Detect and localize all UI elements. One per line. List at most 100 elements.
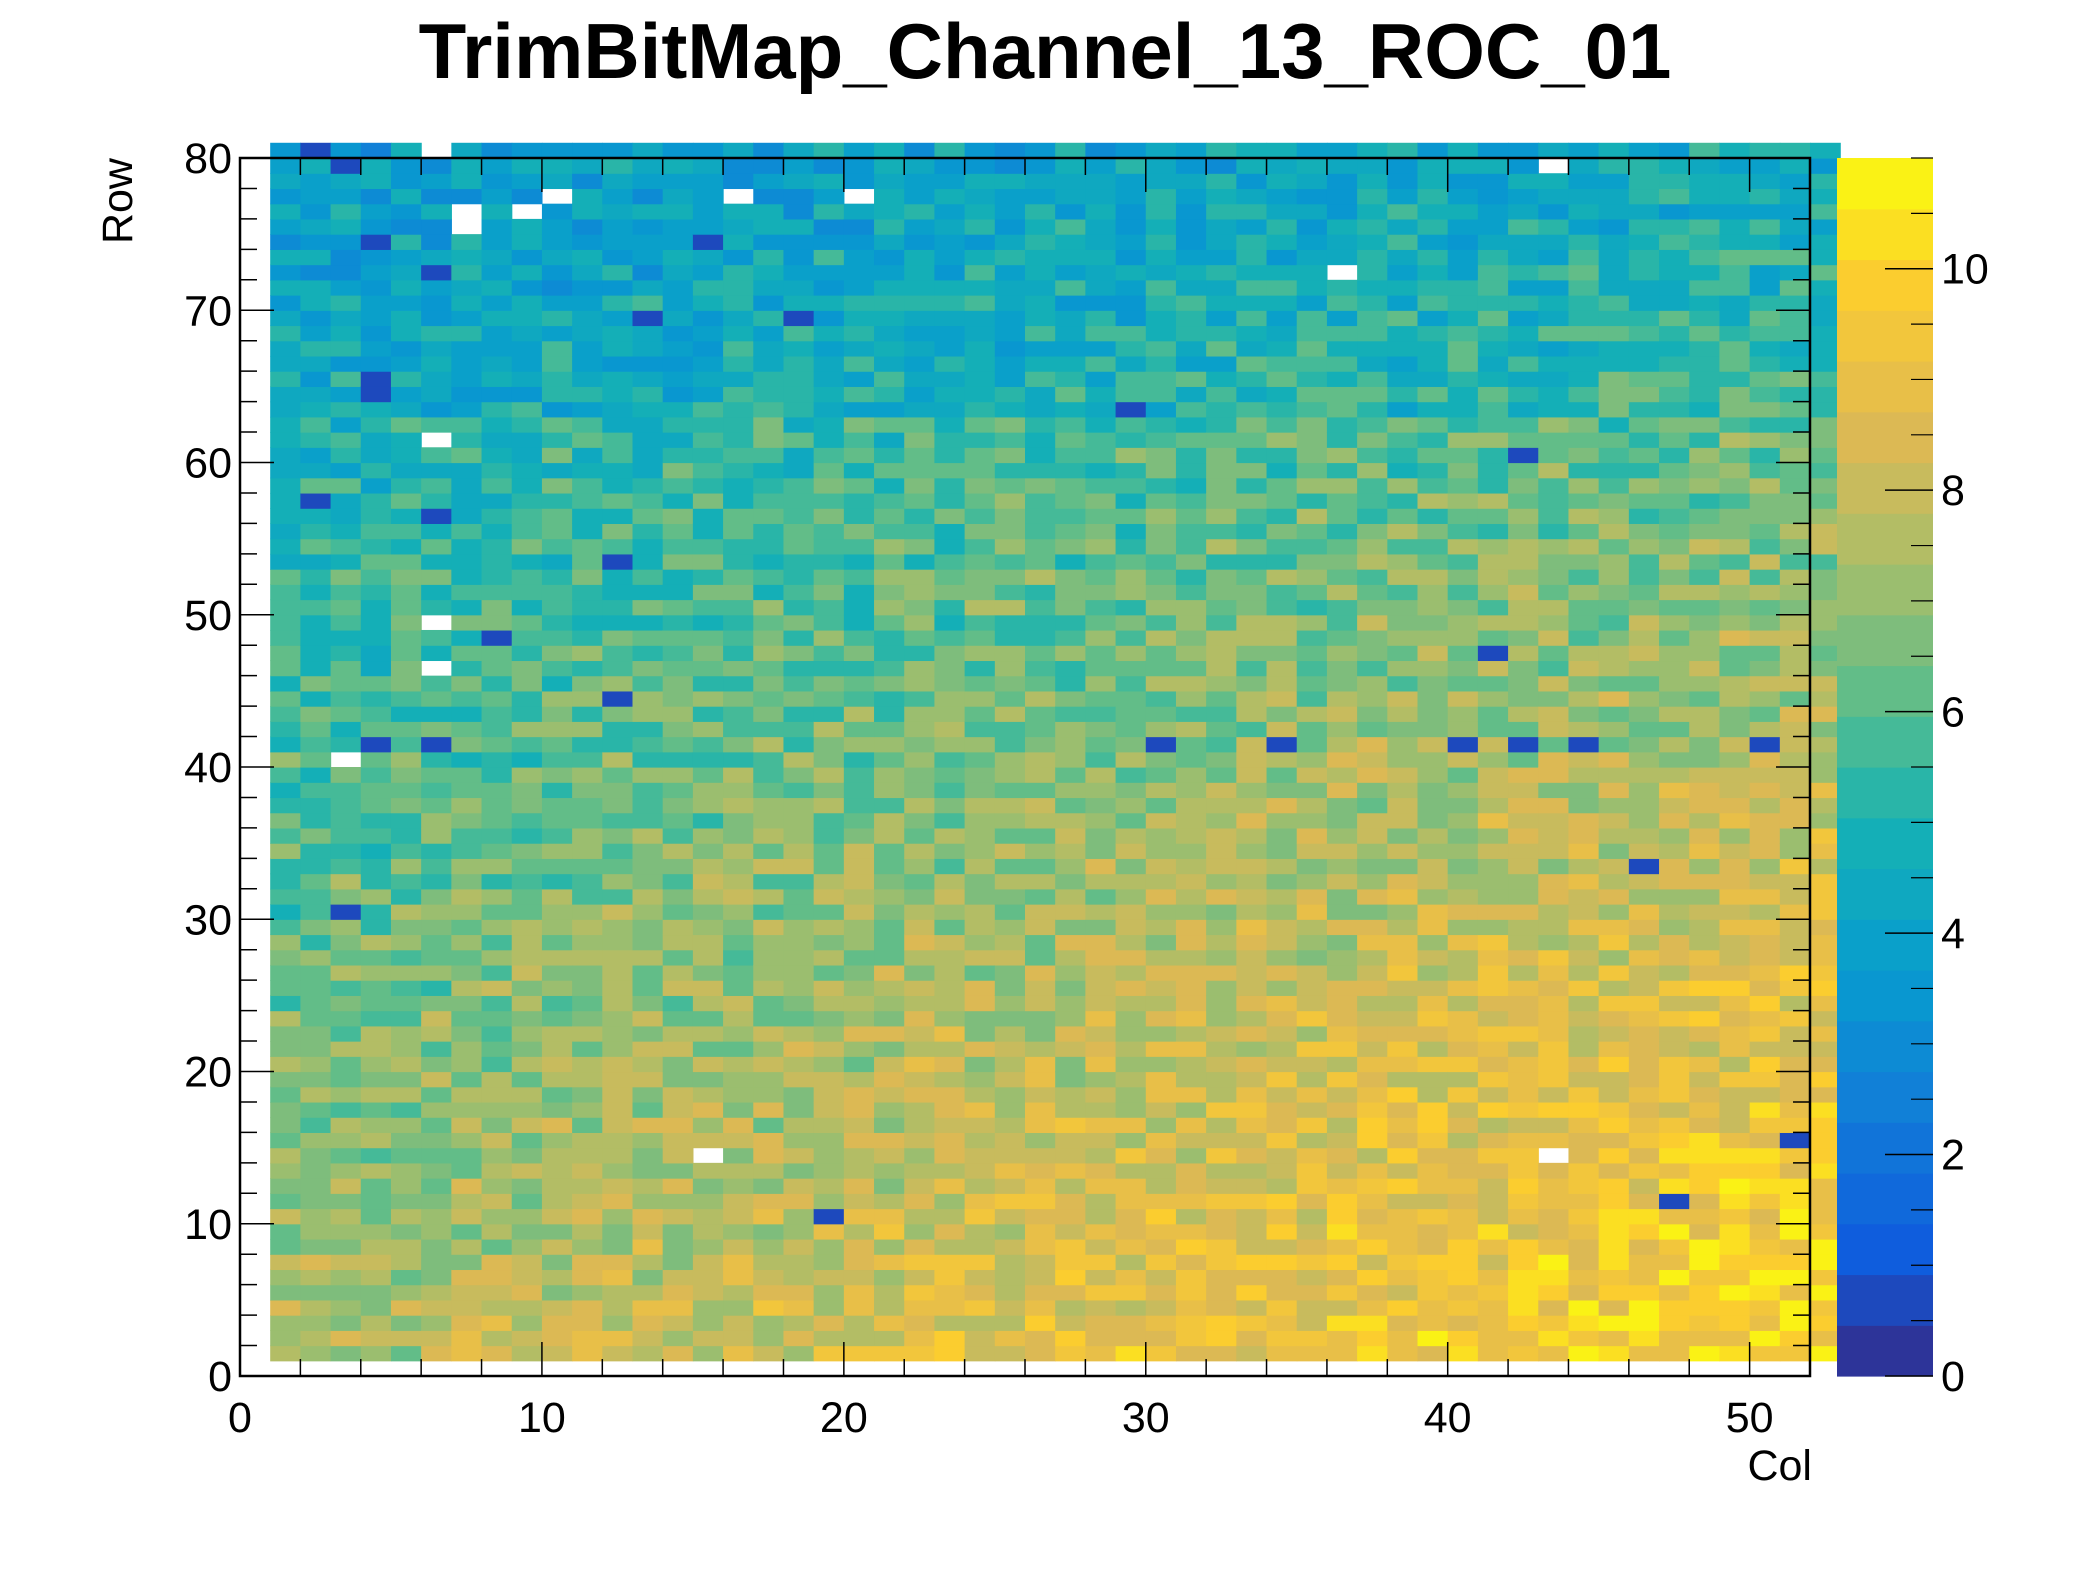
- heatmap-cell: [904, 1132, 936, 1149]
- heatmap-cell: [1749, 1162, 1781, 1179]
- heatmap-cell: [330, 295, 362, 311]
- heatmap-cell: [1387, 234, 1419, 250]
- heatmap-cell: [511, 843, 543, 859]
- heatmap-cell: [541, 751, 573, 768]
- heatmap-cell: [964, 645, 996, 662]
- heatmap-cell: [783, 386, 815, 403]
- heatmap-cell: [1387, 721, 1419, 738]
- heatmap-cell: [1779, 1056, 1811, 1073]
- heatmap-cell: [904, 1025, 936, 1042]
- heatmap-cell: [1417, 1238, 1449, 1255]
- heatmap-cell: [753, 416, 785, 433]
- heatmap-cell: [1387, 173, 1419, 190]
- heatmap-cell: [1387, 1345, 1419, 1362]
- heatmap-cell: [602, 1147, 634, 1164]
- heatmap-cell: [541, 279, 573, 296]
- heatmap-cell: [1508, 751, 1539, 768]
- heatmap-cell: [1085, 584, 1117, 601]
- heatmap-cell: [1417, 447, 1449, 464]
- heatmap-cell: [572, 919, 603, 936]
- heatmap-cell: [843, 234, 875, 250]
- heatmap-cell: [632, 1208, 664, 1225]
- heatmap-cell: [1115, 1071, 1147, 1088]
- heatmap-cell: [1538, 538, 1570, 555]
- heatmap-cell: [1175, 569, 1207, 585]
- heatmap-cell: [1568, 1269, 1600, 1286]
- heatmap-cell: [1175, 508, 1207, 524]
- heatmap-cell: [511, 934, 543, 951]
- heatmap-cell: [1719, 1147, 1751, 1164]
- heatmap-cell: [994, 706, 1026, 722]
- heatmap-cell: [1175, 492, 1207, 509]
- heatmap-cell: [1749, 1330, 1781, 1347]
- heatmap-cell: [1538, 523, 1570, 540]
- heatmap-cell: [330, 1041, 362, 1057]
- heatmap-cell: [451, 1056, 483, 1073]
- heatmap-cell: [1055, 1208, 1086, 1225]
- heatmap-cell: [904, 584, 936, 601]
- heatmap-cell: [481, 1223, 513, 1240]
- heatmap-cell: [1749, 1208, 1781, 1225]
- heatmap-cell: [1508, 1238, 1539, 1255]
- heatmap-cell: [511, 1086, 543, 1103]
- heatmap-cell: [1538, 827, 1570, 844]
- heatmap-cell: [1115, 797, 1147, 814]
- heatmap-cell: [692, 538, 724, 555]
- heatmap-cell: [874, 1223, 905, 1240]
- heatmap-cell: [1447, 645, 1479, 662]
- heatmap-cell: [994, 1330, 1026, 1347]
- heatmap-cell: [1206, 1101, 1237, 1118]
- heatmap-cell: [1598, 173, 1630, 190]
- heatmap-cell: [1538, 249, 1570, 266]
- heatmap-cell: [270, 508, 301, 524]
- heatmap-cell: [1055, 599, 1086, 616]
- heatmap-cell: [632, 980, 664, 996]
- heatmap-cell: [874, 660, 905, 677]
- heatmap-cell: [572, 447, 603, 464]
- heatmap-cell: [390, 142, 422, 159]
- heatmap-cell: [300, 492, 332, 509]
- heatmap-cell: [1387, 614, 1419, 631]
- heatmap-cell: [1810, 736, 1841, 753]
- heatmap-cell: [1477, 1330, 1509, 1347]
- heatmap-cell: [1357, 492, 1388, 509]
- heatmap-cell: [270, 1345, 301, 1362]
- heatmap-cell: [1749, 888, 1781, 905]
- heatmap-cell: [300, 949, 332, 966]
- heatmap-cell: [300, 1086, 332, 1103]
- heatmap-cell: [1568, 142, 1600, 159]
- heatmap-cell: [1266, 782, 1298, 799]
- heatmap-cell: [994, 1178, 1026, 1194]
- heatmap-cell: [723, 1345, 754, 1362]
- heatmap-cell: [662, 142, 694, 159]
- heatmap-cell: [330, 401, 362, 418]
- heatmap-cell: [1085, 553, 1117, 570]
- heatmap-cell: [1719, 386, 1751, 403]
- heatmap-cell: [481, 355, 513, 372]
- heatmap-cell: [300, 340, 332, 357]
- heatmap-cell: [1085, 1132, 1117, 1149]
- heatmap-cell: [723, 249, 754, 266]
- heatmap-cell: [602, 964, 634, 981]
- heatmap-cell: [692, 797, 724, 814]
- heatmap-cell: [1206, 1345, 1237, 1362]
- heatmap-cell: [1085, 447, 1117, 464]
- heatmap-cell: [270, 1178, 301, 1194]
- heatmap-cell: [1659, 827, 1690, 844]
- heatmap-cell: [1175, 919, 1207, 936]
- heatmap-cell: [1689, 340, 1721, 357]
- heatmap-cell: [1326, 1147, 1358, 1164]
- heatmap-cell: [1025, 386, 1056, 403]
- heatmap-cell: [692, 706, 724, 722]
- heatmap-cell: [300, 173, 332, 190]
- heatmap-cell: [1266, 1010, 1298, 1027]
- heatmap-cell: [300, 919, 332, 936]
- heatmap-cell: [904, 523, 936, 540]
- heatmap-cell: [1508, 721, 1539, 738]
- heatmap-cell: [662, 675, 694, 692]
- heatmap-cell: [1326, 1117, 1358, 1133]
- heatmap-cell: [1085, 1086, 1117, 1103]
- heatmap-cell: [1025, 1269, 1056, 1286]
- heatmap-cell: [1689, 371, 1721, 387]
- heatmap-cell: [1296, 1056, 1328, 1073]
